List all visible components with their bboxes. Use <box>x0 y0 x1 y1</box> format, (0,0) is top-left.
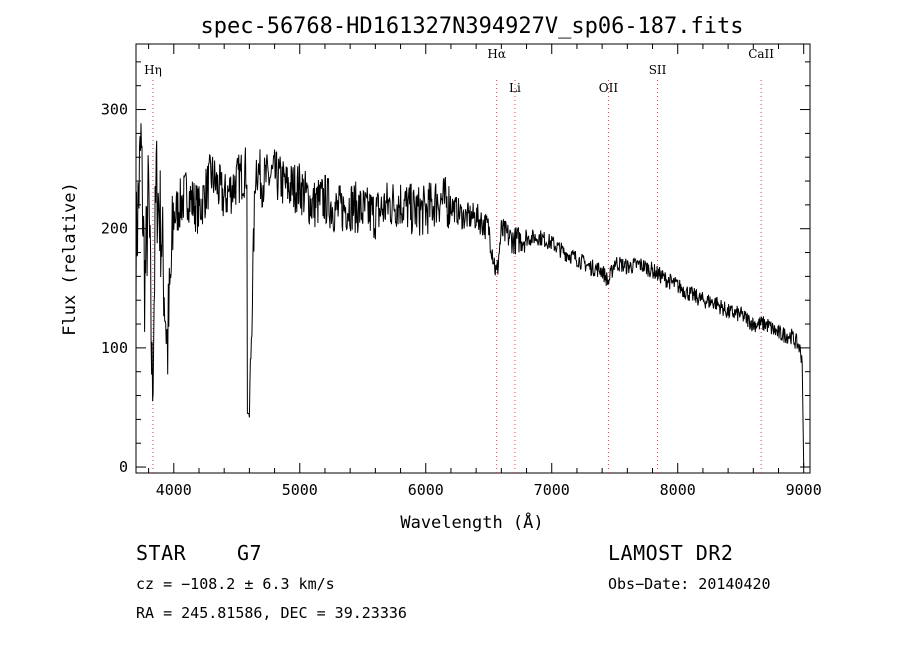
y-tick-label: 300 <box>101 101 128 119</box>
x-tick-label: 7000 <box>534 481 570 499</box>
y-tick-label: 100 <box>101 339 128 357</box>
x-tick-label: 4000 <box>156 481 192 499</box>
x-tick-label: 8000 <box>660 481 696 499</box>
line-marker-label: Hα <box>487 47 506 61</box>
observation-date: Obs−Date: 20140420 <box>608 575 771 593</box>
x-tick-label: 6000 <box>408 481 444 499</box>
line-marker-label: Hη <box>144 63 162 77</box>
sky-coordinates: RA = 245.81586, DEC = 39.23336 <box>136 604 407 622</box>
line-marker-label: Li <box>509 81 521 95</box>
line-marker-label: CaII <box>748 47 774 61</box>
x-axis-label: Wavelength (Å) <box>400 511 543 533</box>
line-marker-label: SII <box>649 63 667 77</box>
y-tick-label: 0 <box>119 458 128 476</box>
x-axis-ticks: 4000 5000 6000 7000 8000 9000 <box>148 44 822 499</box>
object-subclass: G7 <box>237 541 263 565</box>
x-tick-label: 5000 <box>282 481 318 499</box>
y-axis-label: Flux (relative) <box>60 182 80 336</box>
plot-frame <box>135 43 811 474</box>
y-tick-label: 200 <box>101 220 128 238</box>
object-type: STAR <box>136 541 187 565</box>
survey-name: LAMOST DR2 <box>608 541 734 565</box>
y-axis-ticks: 0 100 200 300 <box>101 61 810 476</box>
x-tick-label: 9000 <box>786 481 822 499</box>
line-marker-label: OII <box>599 81 619 95</box>
spectrum-line <box>135 123 805 468</box>
redshift-velocity: cz = −108.2 ± 6.3 km/s <box>136 575 335 593</box>
line-markers: Hη Hα Li OII SII CaII <box>144 47 774 473</box>
chart-title: spec-56768-HD161327N394927V_sp06-187.fit… <box>200 14 743 39</box>
